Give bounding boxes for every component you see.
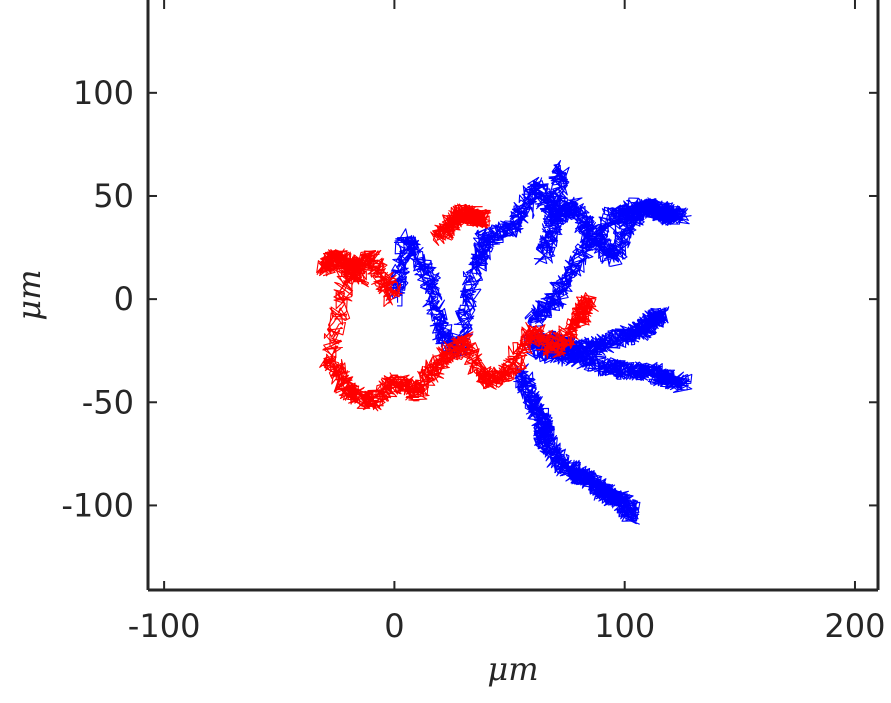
- y-tick-label: -100: [61, 486, 134, 524]
- series-1-path: [528, 342, 693, 393]
- x-tick-label: -100: [128, 607, 201, 645]
- series-1-path: [533, 164, 570, 260]
- axes-frame: [146, 0, 880, 592]
- y-tick-label: 100: [73, 74, 134, 112]
- x-axis-label: μm: [487, 650, 538, 688]
- series-2-path: [316, 249, 369, 288]
- y-axis-label: μm: [10, 269, 48, 320]
- series-1-path: [514, 368, 641, 522]
- series-2-path: [322, 249, 599, 410]
- plot-area-background: [148, 0, 878, 590]
- y-tick-label: 0: [114, 280, 134, 318]
- ticks-layer: -100 0 100 200 -100 -50 0 50 100: [61, 0, 886, 645]
- series-2-trajectory: [316, 203, 599, 412]
- series-1-path: [527, 197, 681, 327]
- x-tick-label: 200: [824, 607, 885, 645]
- y-tick-label: 50: [93, 177, 134, 215]
- x-tick-label: 100: [594, 607, 655, 645]
- x-tick-label: 0: [384, 607, 404, 645]
- series-1-trajectory: [384, 160, 693, 525]
- series-2-path: [430, 203, 492, 246]
- series-layer: [316, 160, 693, 525]
- y-tick-label: -50: [82, 383, 134, 421]
- series-1-path: [387, 180, 689, 359]
